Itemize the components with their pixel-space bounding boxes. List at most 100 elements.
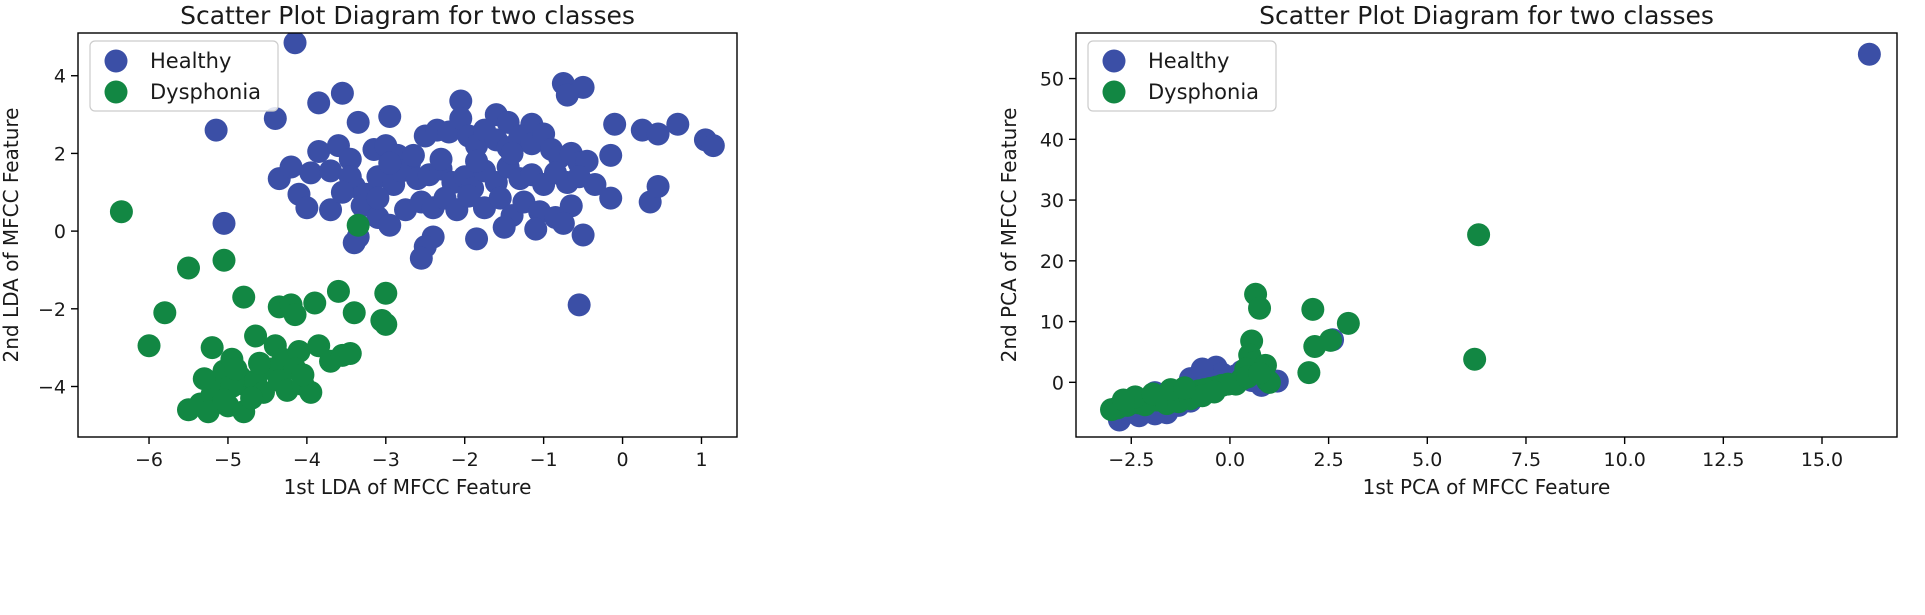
x-tick-label: 12.5 <box>1702 449 1744 471</box>
dysphonia-point <box>374 312 398 336</box>
legend-marker-healthy <box>104 49 128 73</box>
scatter-points <box>1100 42 1881 432</box>
healthy-point <box>500 141 524 165</box>
dysphonia-point <box>224 357 248 381</box>
legend-label-dysphonia: Dysphonia <box>1148 80 1259 104</box>
legend: Healthy Dysphonia <box>89 40 279 112</box>
y-tick-label: −4 <box>38 377 66 399</box>
healthy-point <box>409 246 433 270</box>
dysphonia-point <box>109 200 133 224</box>
dysphonia-point <box>1336 311 1360 335</box>
x-tick-label: 2.5 <box>1314 449 1344 471</box>
healthy-point <box>701 134 725 158</box>
healthy-point <box>299 161 323 185</box>
dysphonia-point <box>1297 361 1321 385</box>
dysphonia-point <box>248 351 272 375</box>
x-tick-label: −6 <box>135 449 163 471</box>
healthy-point <box>307 91 331 115</box>
legend-label-dysphonia: Dysphonia <box>150 80 261 104</box>
y-tick-label: 2 <box>54 143 66 165</box>
y-tick-label: 30 <box>1040 190 1064 212</box>
healthy-point <box>338 147 362 171</box>
x-tick-label: 15.0 <box>1801 449 1843 471</box>
healthy-point <box>449 89 473 113</box>
series-dysphonia <box>109 200 398 424</box>
dysphonia-point <box>153 301 177 325</box>
healthy-point <box>307 139 331 163</box>
dysphonia-point <box>291 363 315 387</box>
dysphonia-point <box>307 334 331 358</box>
legend-box <box>89 40 279 112</box>
healthy-point <box>429 147 453 171</box>
chart-title: Scatter Plot Diagram for two classes <box>180 1 635 30</box>
healthy-point <box>567 293 591 317</box>
dysphonia-point <box>287 340 311 364</box>
dysphonia-point <box>283 303 307 327</box>
dysphonia-point <box>1173 376 1197 400</box>
y-tick-label: 10 <box>1040 312 1064 334</box>
dysphonia-point <box>232 285 256 309</box>
dysphonia-point <box>200 336 224 360</box>
healthy-point <box>342 231 366 255</box>
healthy-point <box>555 83 579 107</box>
legend: Healthy Dysphonia <box>1087 40 1277 112</box>
healthy-point <box>319 198 343 222</box>
x-tick-label: −4 <box>293 449 321 471</box>
healthy-point <box>366 186 390 210</box>
x-tick-label: −2.5 <box>1108 449 1154 471</box>
healthy-point <box>330 81 354 105</box>
y-tick-label: 0 <box>1052 372 1064 394</box>
chart-title: Scatter Plot Diagram for two classes <box>1259 1 1714 30</box>
dysphonia-point <box>1467 223 1491 247</box>
healthy-point <box>666 112 690 136</box>
chart-1: −6 −5 −4 −3 −2 −1 0 1 −4 −2 0 2 4 Scatter Plot Diagra… <box>0 1 738 499</box>
scatter-points <box>109 33 725 424</box>
y-axis-label: 2nd LDA of MFCC Feature <box>0 108 23 363</box>
y-tick-label: 4 <box>54 66 66 88</box>
dysphonia-point <box>1202 380 1226 404</box>
x-axis-label: 1st LDA of MFCC Feature <box>284 475 532 499</box>
x-axis-label: 1st PCA of MFCC Feature <box>1363 475 1611 499</box>
dysphonia-point <box>326 279 350 303</box>
healthy-point <box>378 105 402 129</box>
dysphonia-point <box>1301 297 1325 321</box>
plot-frame <box>77 32 738 438</box>
x-tick-label: −2 <box>451 449 479 471</box>
dysphonia-point <box>212 388 236 412</box>
healthy-point <box>583 173 607 196</box>
dysphonia-point <box>212 248 236 272</box>
legend-label-healthy: Healthy <box>150 49 231 73</box>
healthy-point <box>603 112 627 136</box>
healthy-point <box>204 118 228 142</box>
legend-marker-healthy <box>1102 49 1126 73</box>
dysphonia-point <box>299 380 323 404</box>
dysphonia-point <box>342 301 366 325</box>
dysphonia-point <box>346 213 370 237</box>
healthy-point <box>465 149 489 173</box>
dysphonia-point <box>137 334 161 358</box>
x-tick-label: −3 <box>372 449 400 471</box>
y-axis-label: 2nd PCA of MFCC Feature <box>997 108 1021 363</box>
x-tick-label: 7.5 <box>1511 449 1541 471</box>
healthy-point <box>212 211 236 235</box>
healthy-point <box>319 159 343 183</box>
healthy-point <box>551 211 575 235</box>
legend-marker-dysphonia <box>1102 80 1126 104</box>
healthy-point <box>492 215 516 239</box>
series-healthy <box>204 33 725 317</box>
healthy-point <box>599 143 623 167</box>
x-tick-label: 5.0 <box>1412 449 1442 471</box>
dysphonia-point <box>338 341 362 365</box>
dysphonia-point <box>1111 388 1135 412</box>
healthy-point <box>401 143 425 167</box>
x-tick-label: 0.0 <box>1215 449 1245 471</box>
legend-label-healthy: Healthy <box>1148 49 1229 73</box>
y-tick-label: −2 <box>38 299 66 321</box>
dysphonia-point <box>240 386 264 410</box>
healthy-point <box>646 174 670 198</box>
healthy-point <box>559 194 583 218</box>
dysphonia-point <box>374 281 398 305</box>
y-tick-label: 40 <box>1040 129 1064 151</box>
y-tick-label: 50 <box>1040 69 1064 91</box>
